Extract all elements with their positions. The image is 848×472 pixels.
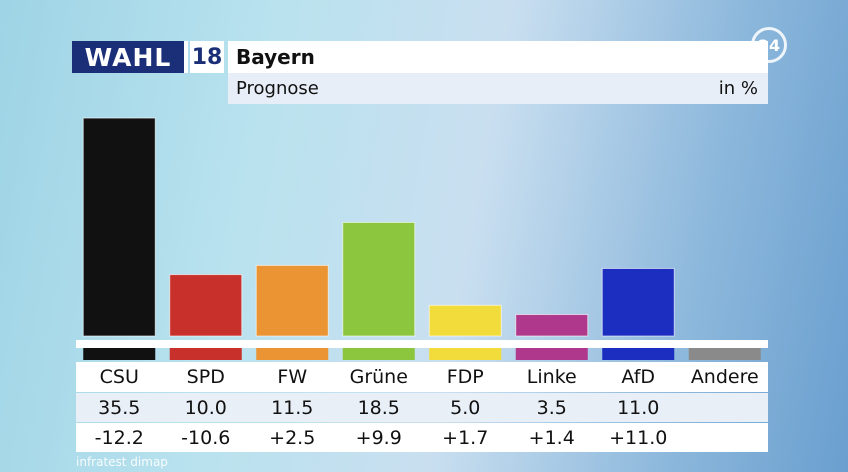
color-strip-csu <box>83 348 156 360</box>
party-change: -12.2 <box>94 426 144 449</box>
chart-title: Bayern <box>228 41 768 73</box>
party-change: +11.0 <box>609 426 668 449</box>
party-name: FDP <box>446 366 484 388</box>
party-value: 5.0 <box>450 396 481 419</box>
color-strip-fw <box>256 348 329 360</box>
color-strip-fdp <box>429 348 502 360</box>
wahl-logo: WAHL <box>72 41 188 73</box>
color-strip-linke <box>515 348 588 360</box>
party-names-row: CSU SPD FW Grüne FDP Linke AfD Andere <box>76 362 768 392</box>
bar-fw <box>255 264 329 337</box>
channel-24-icon: 24 <box>751 27 787 63</box>
party-values-row: 35.5 10.0 11.5 18.5 5.0 3.5 11.0 <box>76 393 768 422</box>
forecast-label: Prognose <box>236 78 319 99</box>
bar-spd <box>169 274 243 337</box>
party-value: 18.5 <box>357 396 400 419</box>
color-strip-afd <box>602 348 675 360</box>
results-table: CSU SPD FW Grüne FDP Linke AfD Andere 35… <box>76 362 768 452</box>
color-strip-andere <box>688 348 761 360</box>
bar-fdp <box>428 304 502 337</box>
unit-label: in % <box>718 78 758 99</box>
year-logo: 18 <box>190 41 224 73</box>
party-change: +9.9 <box>355 426 402 449</box>
party-name: Andere <box>690 366 759 388</box>
party-value: 35.5 <box>98 396 141 419</box>
party-name: Linke <box>526 366 577 388</box>
party-value: 10.0 <box>184 396 227 419</box>
party-value: 11.0 <box>617 396 660 419</box>
party-change: +2.5 <box>269 426 316 449</box>
color-strip-grüne <box>342 348 415 360</box>
party-change: -10.6 <box>181 426 231 449</box>
party-value: 11.5 <box>271 396 314 419</box>
bar-afd <box>601 267 675 337</box>
region-title: Bayern <box>236 45 315 69</box>
color-strip-spd <box>169 348 242 360</box>
party-name: AfD <box>621 366 656 388</box>
party-value: 3.5 <box>536 396 567 419</box>
bar-csu <box>82 117 156 337</box>
party-name: CSU <box>99 366 139 388</box>
party-change: +1.4 <box>528 426 575 449</box>
bar-grüne <box>342 221 416 337</box>
party-name: FW <box>277 366 308 388</box>
party-name: SPD <box>186 366 225 388</box>
party-name: Grüne <box>349 366 408 388</box>
subtitle-bar: Prognose in % <box>228 73 768 104</box>
party-changes-row: -12.2 -10.6 +2.5 +9.9 +1.7 +1.4 +11.0 <box>76 423 768 452</box>
baseline-band <box>76 340 768 348</box>
source-label: infratest dimap <box>76 455 168 469</box>
party-change: +1.7 <box>442 426 489 449</box>
bar-linke <box>515 314 589 337</box>
